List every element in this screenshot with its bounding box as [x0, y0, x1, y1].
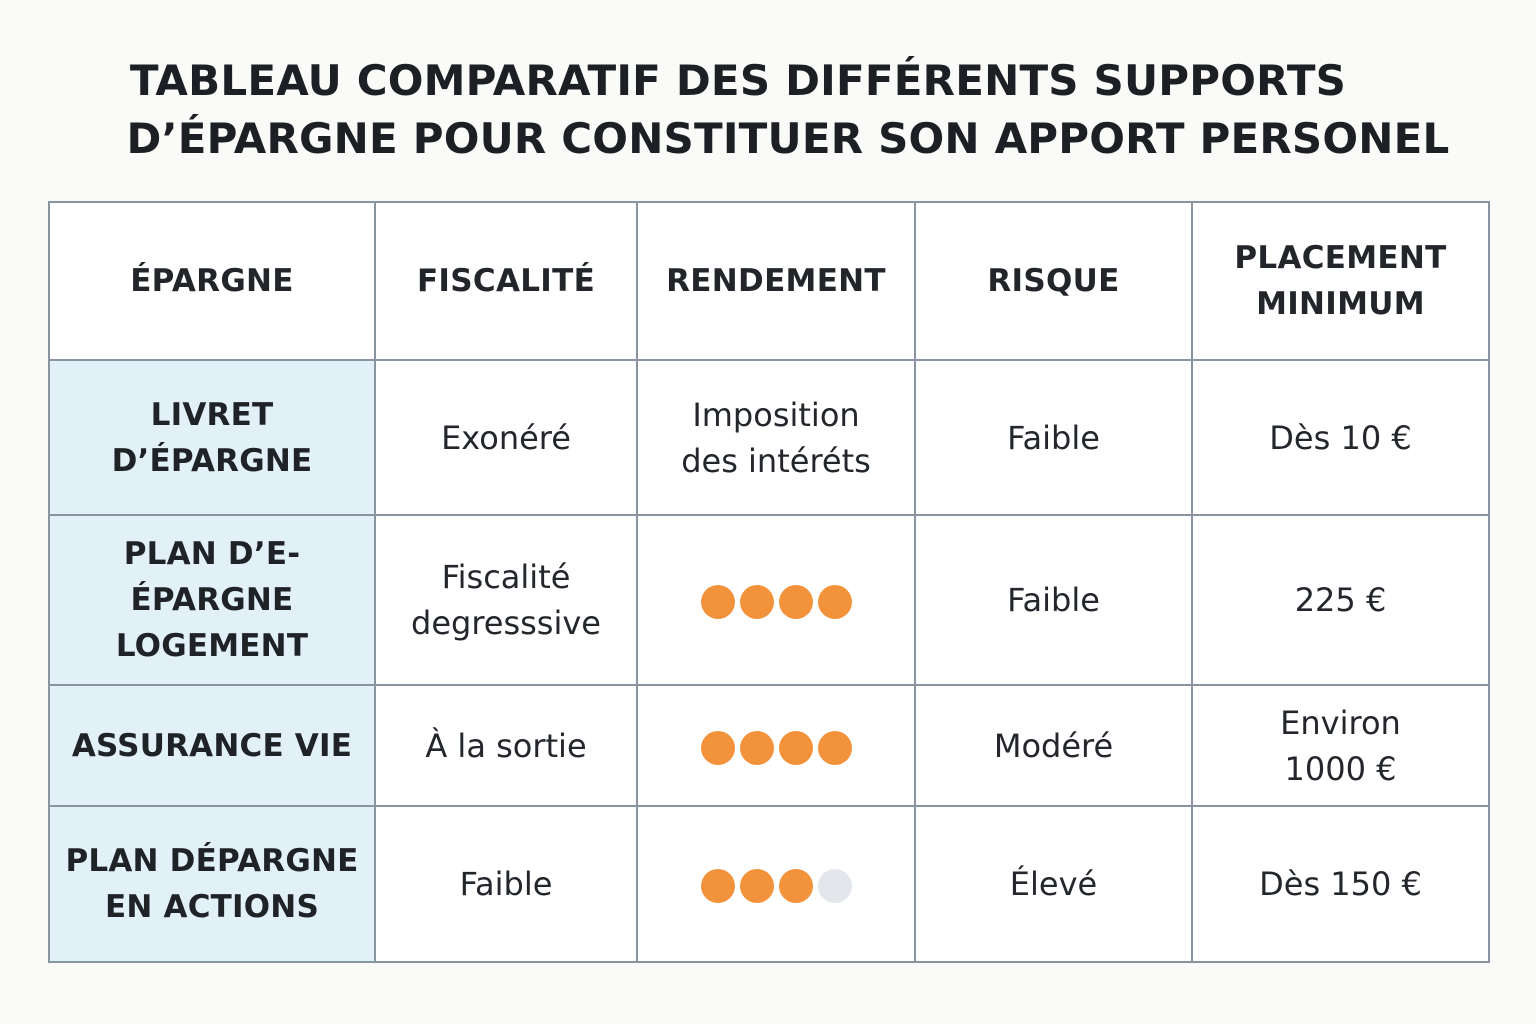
rendement-rating [700, 585, 852, 619]
row-label: PLAN DÉPARGNE EN ACTIONS [48, 805, 376, 963]
header-epargne: ÉPARGNE [48, 201, 376, 361]
cell-risque: Faible [914, 514, 1193, 686]
cell-rendement [636, 514, 916, 686]
rating-dot-filled [817, 585, 852, 619]
rating-dot-filled [778, 730, 813, 765]
cell-placement: 225 € [1191, 514, 1490, 686]
rating-dot-filled [778, 585, 813, 619]
cell-risque: Élevé [914, 805, 1193, 963]
title-line-2: D’ÉPARGNE POUR CONSTITUER SON APPORT PER… [126, 114, 1450, 163]
rating-dot-filled [739, 869, 774, 903]
rating-dot-filled [778, 869, 813, 903]
cell-placement: Dès 10 € [1191, 359, 1490, 516]
table-row: PLAN D’E-ÉPARGNE LOGEMENT Fiscalité degr… [48, 514, 1490, 686]
rendement-rating [700, 869, 852, 903]
row-label: ASSURANCE VIE [48, 684, 376, 807]
rating-dot-filled [700, 585, 735, 619]
cell-risque: Modéré [914, 684, 1193, 807]
rating-dot-filled [817, 730, 852, 765]
cell-placement: Dès 150 € [1191, 805, 1490, 963]
row-label: LIVRET D’ÉPARGNE [48, 359, 376, 516]
header-placement-minimum: PLACEMENT MINIMUM [1191, 201, 1490, 361]
cell-fiscalite: À la sortie [374, 684, 638, 807]
row-label: PLAN D’E-ÉPARGNE LOGEMENT [48, 514, 376, 686]
cell-placement: Environ 1000 € [1191, 684, 1490, 807]
comparison-table: ÉPARGNE FISCALITÉ RENDEMENT RISQUE PLACE… [48, 201, 1490, 963]
header-fiscalite: FISCALITÉ [374, 201, 638, 361]
cell-fiscalite: Fiscalité degresssive [374, 514, 638, 686]
header-risque: RISQUE [914, 201, 1193, 361]
table-row: LIVRET D’ÉPARGNE Exonéré Imposition des … [48, 359, 1490, 516]
rating-dot-empty [817, 869, 852, 903]
table-header-row: ÉPARGNE FISCALITÉ RENDEMENT RISQUE PLACE… [48, 201, 1490, 361]
rating-dot-filled [700, 730, 735, 765]
rating-dot-filled [739, 730, 774, 765]
cell-fiscalite: Exonéré [374, 359, 638, 516]
cell-risque: Faible [914, 359, 1193, 516]
cell-rendement [636, 805, 916, 963]
rating-dot-filled [700, 869, 735, 903]
header-rendement: RENDEMENT [636, 201, 916, 361]
page-title: TABLEAU COMPARATIF DES DIFFÉRENTS SUPPOR… [0, 52, 1536, 168]
title-line-1: TABLEAU COMPARATIF DES DIFFÉRENTS SUPPOR… [129, 56, 1347, 105]
rendement-rating [700, 730, 852, 765]
rating-dot-filled [739, 585, 774, 619]
cell-fiscalite: Faible [374, 805, 638, 963]
table-row: ASSURANCE VIE À la sortie Modéré Environ… [48, 684, 1490, 807]
cell-rendement [636, 684, 916, 807]
table-row: PLAN DÉPARGNE EN ACTIONS Faible Élevé Dè… [48, 805, 1490, 963]
cell-rendement: Imposition des intéréts [636, 359, 916, 516]
